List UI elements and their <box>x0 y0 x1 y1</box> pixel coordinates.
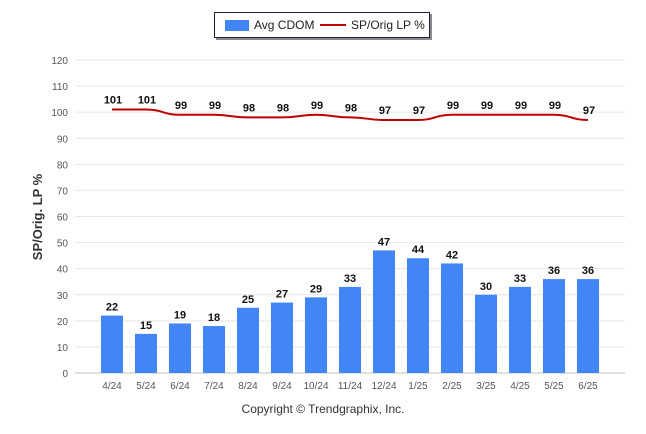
x-tick-label: 3/25 <box>476 381 496 392</box>
line-series <box>111 108 589 121</box>
bar <box>237 307 259 373</box>
bar-data-label: 19 <box>174 309 186 321</box>
y-tick-label: 10 <box>57 343 69 354</box>
y-axis-title: SP/Orig. LP % <box>30 173 45 260</box>
bar-data-label: 36 <box>582 265 594 277</box>
line-data-label: 99 <box>549 100 561 112</box>
x-tick-label: 1/25 <box>408 381 428 392</box>
bar <box>169 323 191 373</box>
line-data-label: 97 <box>583 105 595 117</box>
line-data-label: 97 <box>413 105 425 117</box>
x-tick-label: 9/24 <box>272 381 292 392</box>
bar-data-label: 29 <box>310 283 322 295</box>
x-tick-label: 8/24 <box>238 381 258 392</box>
bar-data-label: 22 <box>106 302 118 314</box>
line-data-label: 98 <box>277 102 289 114</box>
bar-data-label: 27 <box>276 289 288 301</box>
copyright-footer: Copyright © Trendgraphix, Inc. <box>241 402 405 416</box>
bar-data-label: 15 <box>140 320 152 332</box>
legend-line-label: SP/Orig LP % <box>351 18 425 32</box>
bar-data-label: 25 <box>242 294 254 306</box>
legend-bar-swatch <box>225 19 249 31</box>
legend-item-sp-orig-lp[interactable]: SP/Orig LP % <box>320 18 425 32</box>
bar <box>509 286 531 373</box>
y-axis: 0 10 20 30 40 50 60 70 80 90 100 110 120 <box>51 56 68 380</box>
x-axis: 4/24 5/24 6/24 7/24 8/24 9/24 10/24 11/24 12/24 1… <box>102 381 598 392</box>
legend: Avg CDOM SP/Orig LP % <box>214 12 430 38</box>
legend-bar-label: Avg CDOM <box>254 18 315 32</box>
bar-data-label: 33 <box>514 273 526 285</box>
x-tick-label: 12/24 <box>371 381 396 392</box>
x-tick-label: 4/25 <box>510 381 530 392</box>
bar <box>203 326 225 373</box>
line-data-label: 99 <box>447 100 459 112</box>
y-tick-label: 30 <box>57 291 69 302</box>
y-tick-label: 90 <box>57 134 69 145</box>
x-tick-label: 6/25 <box>578 381 598 392</box>
y-tick-label: 40 <box>57 265 69 276</box>
bar-data-label: 44 <box>412 244 425 256</box>
bar-series <box>101 250 599 373</box>
line-data-label: 101 <box>104 95 122 107</box>
x-tick-label: 5/24 <box>136 381 156 392</box>
bar-data-label: 18 <box>208 312 220 324</box>
bar <box>305 297 327 373</box>
y-tick-label: 0 <box>62 369 68 380</box>
legend-line-swatch <box>320 24 346 26</box>
x-tick-label: 2/25 <box>442 381 462 392</box>
bar <box>135 333 157 373</box>
bar-data-label: 33 <box>344 273 356 285</box>
bar-data-label: 42 <box>446 249 458 261</box>
y-tick-label: 70 <box>57 186 69 197</box>
y-tick-label: 80 <box>57 160 69 171</box>
x-tick-label: 7/24 <box>204 381 224 392</box>
bar <box>373 250 395 373</box>
line-data-label: 99 <box>175 100 187 112</box>
x-tick-label: 11/24 <box>338 381 363 392</box>
y-tick-label: 60 <box>57 213 69 224</box>
legend-item-avg-cdom[interactable]: Avg CDOM <box>225 18 314 32</box>
x-tick-label: 6/24 <box>170 381 190 392</box>
line-data-label: 101 <box>138 95 156 107</box>
line-data-label: 99 <box>481 100 493 112</box>
bar <box>101 315 123 373</box>
line-path <box>111 108 589 121</box>
line-data-label: 99 <box>209 100 221 112</box>
line-data-label: 98 <box>243 102 255 114</box>
x-tick-label: 4/24 <box>102 381 122 392</box>
bar-data-label: 47 <box>378 236 390 248</box>
bar <box>339 286 361 373</box>
x-tick-label: 10/24 <box>303 381 328 392</box>
y-tick-label: 100 <box>51 108 68 119</box>
bar-data-label: 36 <box>548 265 560 277</box>
bar <box>543 279 565 373</box>
line-data-label: 99 <box>515 100 527 112</box>
y-tick-label: 50 <box>57 239 69 250</box>
bar <box>271 302 293 373</box>
bar <box>577 279 599 373</box>
x-tick-label: 5/25 <box>544 381 564 392</box>
bar <box>475 294 497 373</box>
line-data-label: 97 <box>379 105 391 117</box>
line-data-label: 99 <box>311 100 323 112</box>
bar-data-label: 30 <box>480 281 492 293</box>
line-data-label: 98 <box>345 102 357 114</box>
bar <box>441 263 463 373</box>
y-tick-label: 120 <box>51 56 68 67</box>
y-tick-label: 110 <box>52 82 68 93</box>
y-tick-label: 20 <box>57 317 69 328</box>
bar <box>407 258 429 373</box>
data-labels: 22 15 19 18 25 27 29 33 47 44 42 30 33 36 36 101 101 99 99… <box>104 95 595 332</box>
